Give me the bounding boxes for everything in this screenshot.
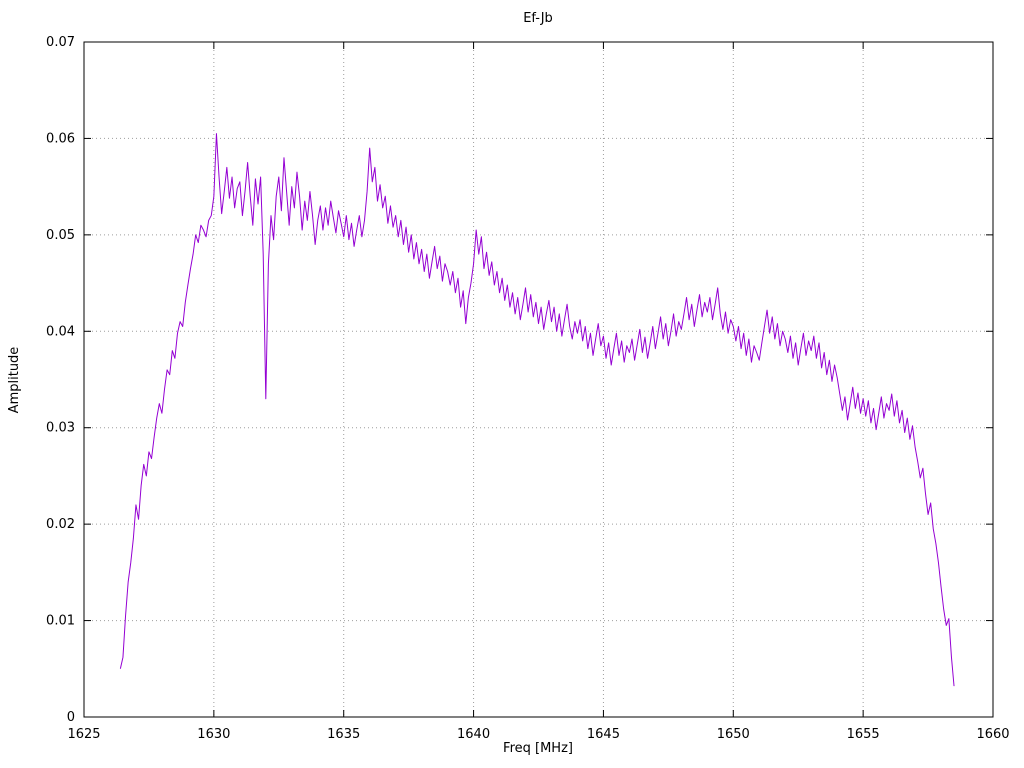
- y-tick-label: 0.05: [46, 228, 75, 243]
- x-tick-label: 1645: [587, 727, 620, 742]
- x-tick-label: 1635: [327, 727, 360, 742]
- grid-lines: [83, 41, 994, 718]
- data-series-line: [119, 133, 955, 687]
- y-tick-label: 0.02: [46, 517, 75, 532]
- x-axis-label: Freq [MHz]: [503, 741, 573, 756]
- x-tick-label: 1625: [67, 727, 100, 742]
- plot-border: [83, 41, 994, 718]
- x-tick-label: 1640: [457, 727, 490, 742]
- y-tick-label: 0.07: [46, 35, 75, 50]
- y-tick-label: 0.06: [46, 131, 75, 146]
- x-tick-label: 1660: [976, 727, 1009, 742]
- y-tick-label: 0: [67, 710, 75, 725]
- axis-tick-marks: [83, 41, 994, 718]
- x-tick-label: 1655: [847, 727, 880, 742]
- x-tick-label: 1650: [717, 727, 750, 742]
- y-axis-label: Amplitude: [7, 347, 22, 414]
- y-tick-label: 0.01: [46, 614, 75, 629]
- x-tick-label: 1630: [197, 727, 230, 742]
- y-tick-label: 0.04: [46, 324, 75, 339]
- axis-tick-labels: 1625 1630 1635 1640 1645 1650 1655 1660 0 0.01 0.0…: [46, 35, 1010, 742]
- chart-title: Ef-Jb: [523, 11, 553, 26]
- y-tick-label: 0.03: [46, 421, 75, 436]
